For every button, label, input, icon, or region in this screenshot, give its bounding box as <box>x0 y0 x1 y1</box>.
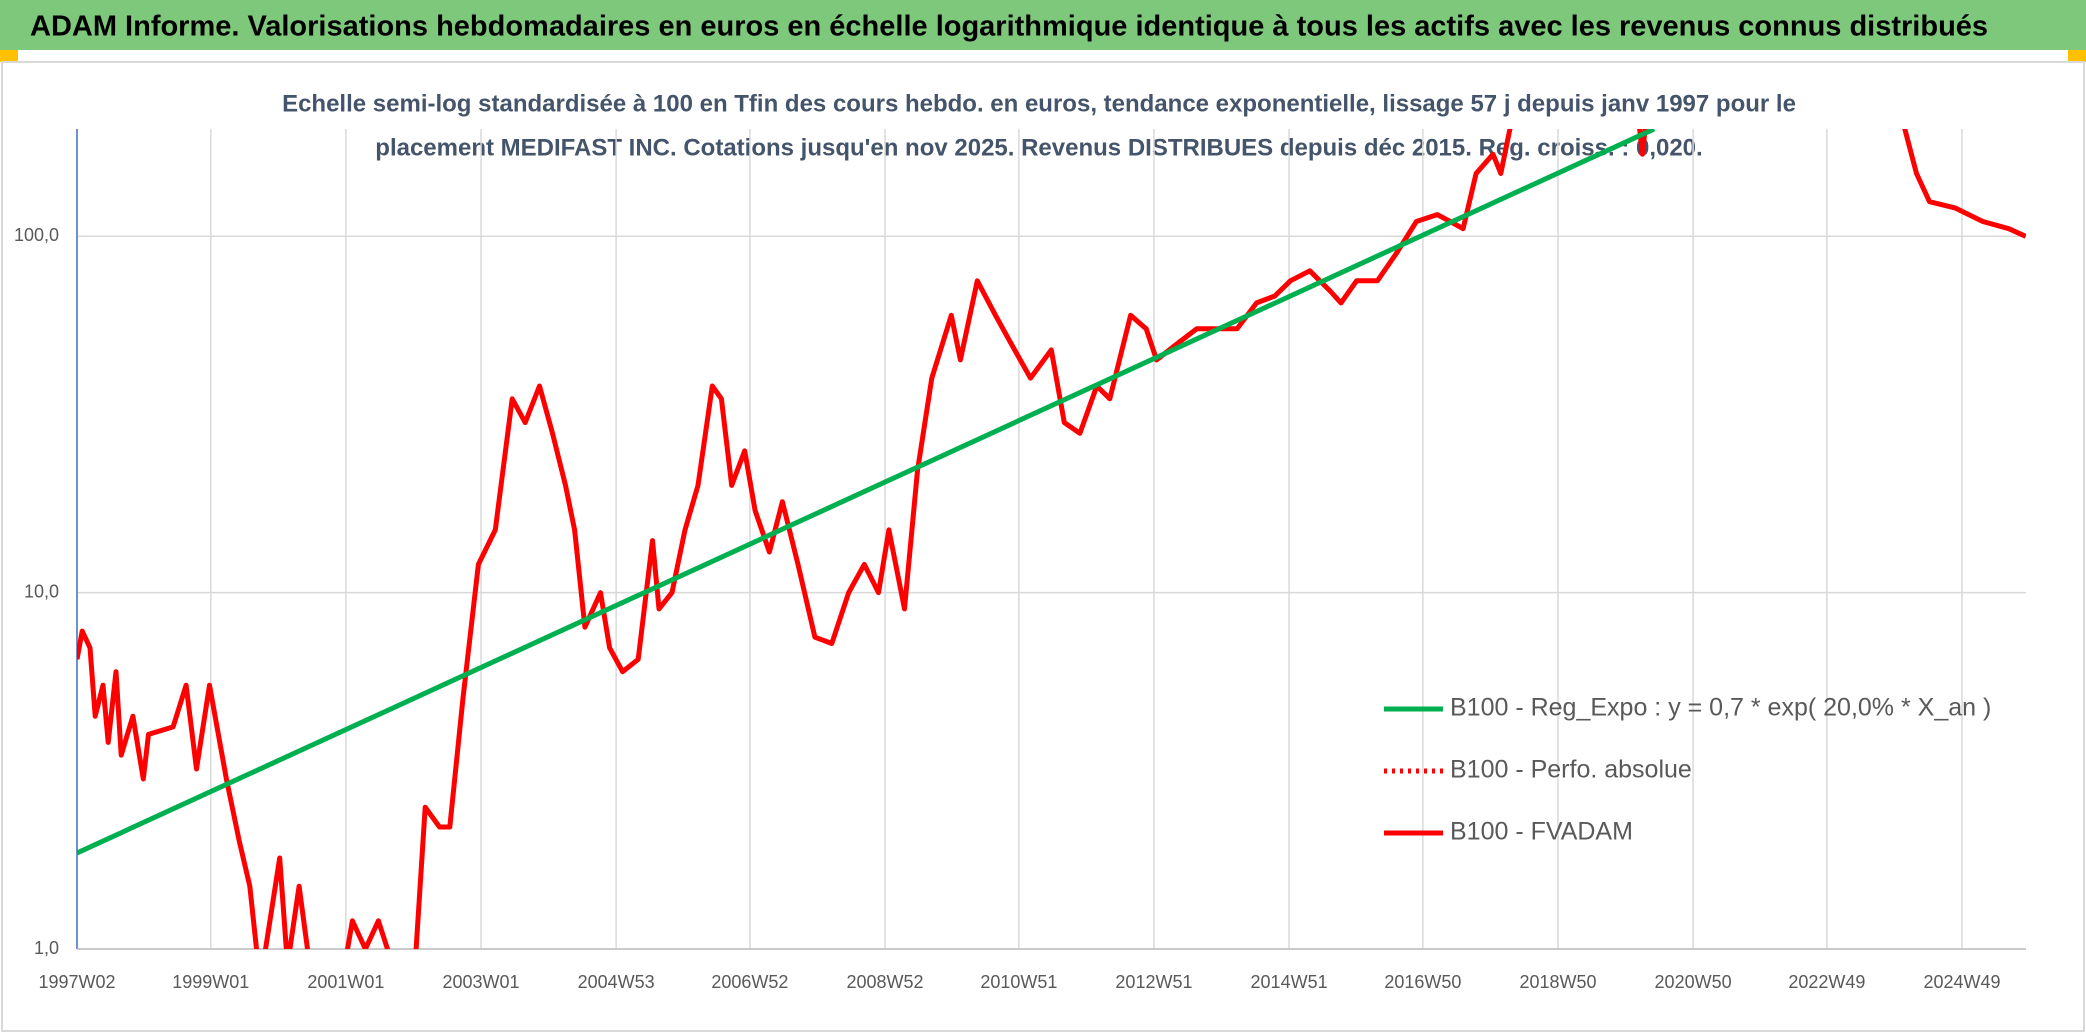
legend-label: B100 - FVADAM <box>1450 818 1633 846</box>
chart-title: ADAM Informe. Valorisations hebdomadaire… <box>30 11 1988 43</box>
y-tick-label: 1,0 <box>34 938 59 958</box>
x-tick-label: 2022W49 <box>1788 972 1865 992</box>
x-tick-label: 1997W02 <box>38 972 115 992</box>
subtitle: Echelle semi-log standardisée à 100 en T… <box>282 90 1796 117</box>
legend-label: B100 - Perfo. absolue <box>1450 756 1692 784</box>
frame <box>1 61 2085 1032</box>
x-tick-label: 2024W49 <box>1923 972 2000 992</box>
x-tick-label: 2018W50 <box>1519 972 1596 992</box>
y-tick-label: 10,0 <box>24 581 59 601</box>
x-tick-label: 2008W52 <box>847 972 924 992</box>
legend-label: B100 - Reg_Expo : y = 0,7 * exp( 20,0% *… <box>1450 694 1991 722</box>
x-tick-label: 2006W52 <box>711 972 788 992</box>
title-bar <box>0 0 2086 50</box>
y-tick-label: 100,0 <box>14 225 59 245</box>
x-tick-label: 2020W50 <box>1655 972 1732 992</box>
corner-marker <box>0 50 18 62</box>
x-tick-label: 1999W01 <box>172 972 249 992</box>
x-tick-label: 2016W50 <box>1384 972 1461 992</box>
x-tick-label: 2001W01 <box>307 972 384 992</box>
x-tick-label: 2004W53 <box>578 972 655 992</box>
x-tick-label: 2003W01 <box>442 972 519 992</box>
series-line <box>77 129 2026 949</box>
subtitle: placement MEDIFAST INC. Cotations jusqu'… <box>375 134 1702 161</box>
x-tick-label: 2010W51 <box>980 972 1057 992</box>
corner-marker <box>2068 50 2086 62</box>
x-tick-label: 2012W51 <box>1115 972 1192 992</box>
plot-area <box>77 129 2026 949</box>
series-line <box>77 129 1656 856</box>
legend: B100 - Reg_Expo : y = 0,7 * exp( 20,0% *… <box>1384 694 1991 846</box>
x-tick-label: 2014W51 <box>1251 972 1328 992</box>
grid: 1,0 10,0 100,0 1997W02 1999W01 2001W01 2003W01… <box>14 129 2026 992</box>
